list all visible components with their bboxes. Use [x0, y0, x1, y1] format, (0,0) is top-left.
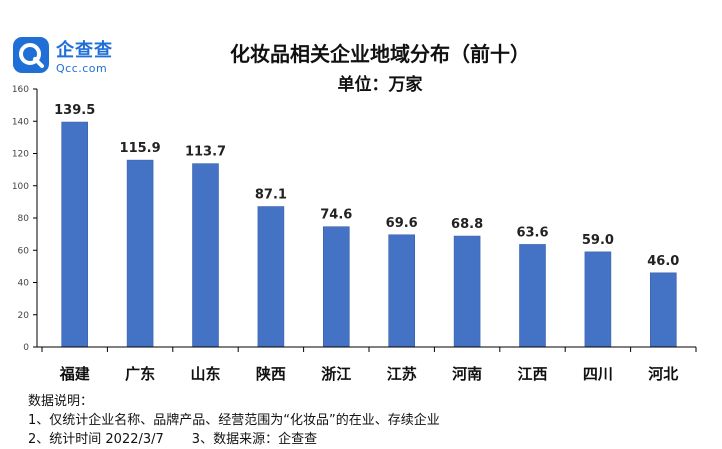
- bar-1: [61, 121, 89, 348]
- y-tick-label: 40: [18, 279, 30, 289]
- bar-value-label: 74.6: [320, 208, 352, 223]
- x-category-label: 江苏: [387, 365, 417, 383]
- x-category-label: 山东: [190, 365, 220, 383]
- x-category-label: 广东: [125, 365, 155, 383]
- y-tick-label: 100: [12, 182, 29, 192]
- bar-3: [192, 163, 219, 348]
- y-tick-label: 140: [12, 117, 29, 127]
- bar-value-label: 63.6: [516, 225, 548, 240]
- notes-heading: 数据说明：: [28, 394, 94, 409]
- x-category-label: 陕西: [256, 365, 286, 383]
- bar-value-label: 69.6: [386, 216, 418, 231]
- y-tick-label: 60: [18, 246, 30, 256]
- x-category-label: 河南: [452, 365, 482, 383]
- bar-value-label: 139.5: [54, 103, 95, 118]
- bar-9: [584, 251, 612, 348]
- bar-value-label: 59.0: [582, 233, 614, 248]
- bar-4: [257, 206, 285, 348]
- bar-value-label: 87.1: [255, 188, 287, 203]
- y-tick-label: 80: [18, 214, 30, 224]
- chart-unit: 单位：万家: [337, 75, 423, 95]
- notes-source: 3、数据来源：企查查: [191, 432, 318, 447]
- x-category-label: 河北: [648, 365, 678, 383]
- x-category-label: 江西: [517, 365, 547, 383]
- x-category-label: 四川: [583, 365, 613, 383]
- notes-stat-time: 2、统计时间 2022/3/7: [28, 432, 164, 447]
- notes-line-1: 1、仅统计企业名称、品牌产品、经营范围为“化妆品”的在业、存续企业: [28, 413, 440, 428]
- y-tick-label: 160: [12, 85, 29, 95]
- bar-8: [519, 244, 546, 348]
- y-tick-label: 20: [18, 311, 30, 321]
- bar-value-label: 68.8: [451, 217, 483, 232]
- bar-6: [388, 234, 416, 348]
- bars: 139.5 115.9 113.7 87.1 74.6 69.6 68.8 63.6 59.0 4…: [54, 103, 679, 348]
- y-axis: 0 20 40 60 80 100 120 140 160: [12, 85, 38, 353]
- bar-value-label: 115.9: [120, 141, 161, 156]
- y-tick-label: 120: [12, 150, 29, 160]
- logo: 企查查 Qcc.com: [12, 36, 122, 78]
- bar-2: [126, 159, 154, 348]
- bar-value-label: 113.7: [185, 145, 226, 160]
- notes-line-2: 2、统计时间 2022/3/7 3、数据来源：企查查: [28, 430, 440, 449]
- bar-value-label: 46.0: [647, 254, 679, 269]
- data-notes: 数据说明： 1、仅统计企业名称、品牌产品、经营范围为“化妆品”的在业、存续企业 …: [28, 392, 440, 449]
- x-axis: 福建 广东 山东 陕西 浙江 江苏 河南 江西 四川 河北: [37, 346, 697, 383]
- bar-5: [322, 226, 350, 348]
- logo-domain: Qcc.com: [56, 62, 108, 75]
- bar-7: [453, 235, 481, 348]
- chart-title: 化妆品相关企业地域分布（前十）: [230, 42, 530, 66]
- y-tick-label: 0: [23, 343, 29, 353]
- x-category-label: 浙江: [321, 365, 351, 383]
- bar-10: [649, 272, 677, 348]
- x-category-label: 福建: [59, 365, 91, 383]
- qcc-logo-icon: [13, 37, 49, 73]
- logo-text: 企查查: [56, 40, 113, 61]
